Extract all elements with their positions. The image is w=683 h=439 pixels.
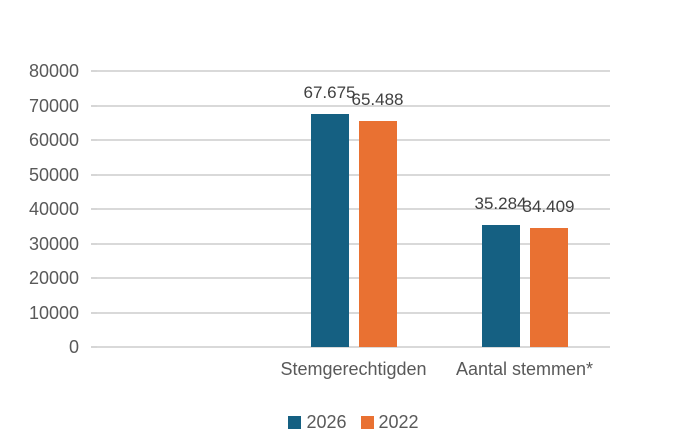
- axis-tick: [91, 139, 97, 141]
- legend-label-2022: 2022: [378, 411, 419, 432]
- bar-2022-0: [358, 121, 397, 347]
- gridline: [97, 242, 610, 245]
- axis-tick: [91, 208, 97, 210]
- legend-label-2026: 2026: [306, 411, 347, 432]
- axis-tick: [91, 311, 97, 314]
- gridline: [97, 346, 610, 348]
- legend-swatch-2022: [360, 415, 374, 429]
- data-label-2026-0: 67.675: [303, 82, 356, 102]
- category-label-1: Aantal stemmen*: [455, 359, 594, 379]
- gridline: [97, 173, 610, 176]
- y-axis-tick-label: 40000: [28, 199, 79, 219]
- gridline: [97, 208, 610, 210]
- legend-item-2022: 2022: [360, 411, 419, 433]
- legend-item-2026: 2026: [288, 411, 347, 433]
- data-label-2022-1: 34.409: [522, 197, 575, 217]
- category-label-0: Stemgerechtigden: [280, 359, 427, 379]
- legend: 2026 2022: [97, 410, 610, 434]
- data-label-2026-1: 35.284: [474, 194, 527, 214]
- axis-tick: [91, 346, 97, 348]
- axis-tick: [91, 277, 97, 279]
- y-axis-tick-label: 80000: [28, 61, 79, 81]
- plot-area: 67.675 65.488 35.284 34.409: [97, 70, 610, 348]
- y-axis-tick-label: 0: [68, 337, 79, 357]
- gridline: [97, 139, 610, 141]
- y-axis-tick-label: 20000: [28, 268, 79, 288]
- gridline: [97, 104, 610, 107]
- axis-tick: [91, 70, 97, 72]
- legend-swatch-2026: [288, 415, 302, 429]
- y-axis-tick-label: 10000: [28, 302, 79, 323]
- y-axis-tick-label: 70000: [28, 95, 79, 116]
- y-axis-tick-label: 30000: [28, 233, 79, 254]
- axis-tick: [91, 242, 97, 245]
- gridline: [97, 277, 610, 279]
- bar-2026-1: [481, 225, 520, 347]
- y-axis-tick-label: 60000: [28, 130, 79, 150]
- bar-2022-1: [529, 228, 568, 347]
- bar-2026-0: [310, 113, 349, 347]
- data-label-2022-0: 65.488: [351, 90, 404, 110]
- axis-tick: [91, 173, 97, 176]
- gridline: [97, 311, 610, 314]
- axis-tick: [91, 104, 97, 107]
- y-axis-tick-label: 50000: [28, 164, 79, 185]
- gridline: [97, 70, 610, 72]
